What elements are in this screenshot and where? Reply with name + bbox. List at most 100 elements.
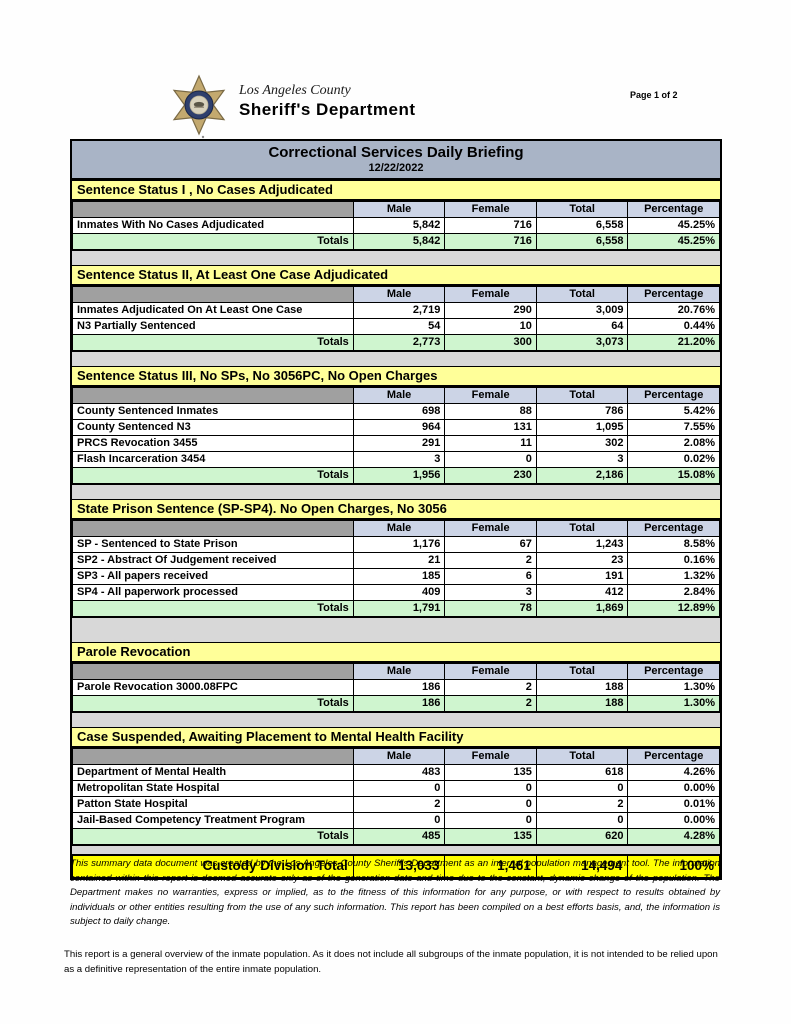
female-value: 0 bbox=[444, 812, 537, 829]
percentage-value: 1.32% bbox=[627, 568, 720, 585]
column-header-total: Total bbox=[535, 520, 629, 537]
grand-total-male: 13,033 bbox=[352, 854, 446, 878]
totals-percentage: 12.89% bbox=[627, 600, 720, 618]
total-value: 1,243 bbox=[535, 536, 629, 553]
totals-percentage: 45.25% bbox=[627, 233, 720, 251]
total-value: 188 bbox=[535, 679, 629, 696]
table-row: Flash Incarceration 3454 3 0 3 0.02% bbox=[72, 451, 720, 468]
row-label: Department of Mental Health bbox=[72, 764, 354, 781]
totals-row: Totals 1,956 230 2,186 15.08% bbox=[72, 467, 720, 485]
female-value: 0 bbox=[444, 796, 537, 813]
row-label: Patton State Hospital bbox=[72, 796, 354, 813]
row-label: Jail-Based Competency Treatment Program bbox=[72, 812, 354, 829]
totals-female: 78 bbox=[444, 600, 537, 618]
section-table: Male Female Total Percentage Department … bbox=[72, 748, 720, 846]
totals-male: 1,791 bbox=[352, 600, 446, 618]
column-header-percentage: Percentage bbox=[627, 663, 720, 680]
percentage-value: 2.84% bbox=[627, 584, 720, 601]
percentage-value: 4.26% bbox=[627, 764, 720, 781]
female-value: 2 bbox=[444, 679, 537, 696]
row-label: SP - Sentenced to State Prison bbox=[72, 536, 354, 553]
male-value: 291 bbox=[352, 435, 446, 452]
female-value: 3 bbox=[444, 584, 537, 601]
grand-total-row: Custody Division Total 13,033 1,461 14,4… bbox=[72, 854, 720, 878]
percentage-value: 0.44% bbox=[627, 318, 720, 335]
row-label: Parole Revocation 3000.08FPC bbox=[72, 679, 354, 696]
row-label: Metropolitan State Hospital bbox=[72, 780, 354, 797]
totals-male: 1,956 bbox=[352, 467, 446, 485]
table-row: Jail-Based Competency Treatment Program … bbox=[72, 812, 720, 829]
female-value: 290 bbox=[444, 302, 537, 319]
male-value: 2,719 bbox=[352, 302, 446, 319]
table-header-row: Male Female Total Percentage bbox=[72, 201, 720, 218]
male-value: 54 bbox=[352, 318, 446, 335]
table-header-row: Male Female Total Percentage bbox=[72, 520, 720, 537]
column-header-female: Female bbox=[444, 663, 537, 680]
percentage-value: 5.42% bbox=[627, 403, 720, 420]
column-header-male: Male bbox=[352, 286, 446, 303]
total-value: 1,095 bbox=[535, 419, 629, 436]
table-header-row: Male Female Total Percentage bbox=[72, 748, 720, 765]
totals-total: 2,186 bbox=[535, 467, 629, 485]
column-header-male: Male bbox=[352, 520, 446, 537]
totals-row: Totals 186 2 188 1.30% bbox=[72, 695, 720, 713]
total-value: 0 bbox=[535, 780, 629, 797]
custody-division-total-table: Custody Division Total 13,033 1,461 14,4… bbox=[72, 854, 720, 878]
agency-name-block: Los Angeles County Sheriff's Department bbox=[239, 74, 416, 120]
total-value: 191 bbox=[535, 568, 629, 585]
totals-female: 716 bbox=[444, 233, 537, 251]
total-value: 786 bbox=[535, 403, 629, 420]
totals-female: 300 bbox=[444, 334, 537, 352]
totals-total: 6,558 bbox=[535, 233, 629, 251]
total-value: 3,009 bbox=[535, 302, 629, 319]
section-parole-revocation: Parole Revocation Male Female Total Perc… bbox=[72, 642, 720, 713]
row-label: SP3 - All papers received bbox=[72, 568, 354, 585]
table-row: Department of Mental Health 483 135 618 … bbox=[72, 764, 720, 781]
column-header-male: Male bbox=[352, 387, 446, 404]
agency-department: Sheriff's Department bbox=[239, 100, 416, 119]
column-header-male: Male bbox=[352, 748, 446, 765]
totals-female: 135 bbox=[444, 828, 537, 846]
male-value: 21 bbox=[352, 552, 446, 569]
grand-total-total: 14,494 bbox=[535, 854, 629, 878]
grand-total-label: Custody Division Total bbox=[72, 854, 354, 878]
percentage-value: 45.25% bbox=[627, 217, 720, 234]
section-table: Male Female Total Percentage Inmates Wit… bbox=[72, 201, 720, 251]
section-sentence-status-2: Sentence Status II, At Least One Case Ad… bbox=[72, 265, 720, 352]
percentage-value: 0.01% bbox=[627, 796, 720, 813]
column-header-female: Female bbox=[444, 201, 537, 218]
table-row: Inmates With No Cases Adjudicated 5,842 … bbox=[72, 217, 720, 234]
totals-percentage: 21.20% bbox=[627, 334, 720, 352]
report-date: 12/22/2022 bbox=[368, 162, 424, 174]
table-row: County Sentenced N3 964 131 1,095 7.55% bbox=[72, 419, 720, 436]
column-header-total: Total bbox=[535, 748, 629, 765]
column-header-female: Female bbox=[444, 286, 537, 303]
report-title-bar: Correctional Services Daily Briefing 12/… bbox=[72, 141, 720, 180]
section-mental-health-placement: Case Suspended, Awaiting Placement to Me… bbox=[72, 727, 720, 846]
table-header-row: Male Female Total Percentage bbox=[72, 286, 720, 303]
column-header-total: Total bbox=[535, 286, 629, 303]
male-value: 698 bbox=[352, 403, 446, 420]
section-title: Sentence Status III, No SPs, No 3056PC, … bbox=[72, 366, 720, 387]
section-sentence-status-1: Sentence Status I , No Cases Adjudicated… bbox=[72, 180, 720, 251]
column-header-percentage: Percentage bbox=[627, 387, 720, 404]
female-value: 67 bbox=[444, 536, 537, 553]
column-header-total: Total bbox=[535, 387, 629, 404]
table-row: SP4 - All paperwork processed 409 3 412 … bbox=[72, 584, 720, 601]
totals-row: Totals 1,791 78 1,869 12.89% bbox=[72, 600, 720, 618]
totals-percentage: 4.28% bbox=[627, 828, 720, 846]
overview-note-text: This report is a general overview of the… bbox=[64, 949, 718, 975]
total-value: 3 bbox=[535, 451, 629, 468]
total-value: 6,558 bbox=[535, 217, 629, 234]
grand-total-percentage: 100% bbox=[627, 854, 720, 878]
column-header-total: Total bbox=[535, 663, 629, 680]
female-value: 131 bbox=[444, 419, 537, 436]
female-value: 10 bbox=[444, 318, 537, 335]
disclaimer-text: This summary data document was created b… bbox=[70, 858, 720, 927]
column-header-female: Female bbox=[444, 387, 537, 404]
percentage-value: 0.16% bbox=[627, 552, 720, 569]
row-label: Inmates With No Cases Adjudicated bbox=[72, 217, 354, 234]
section-table: Male Female Total Percentage Inmates Adj… bbox=[72, 286, 720, 352]
blank-header-cell bbox=[72, 748, 354, 765]
total-value: 0 bbox=[535, 812, 629, 829]
